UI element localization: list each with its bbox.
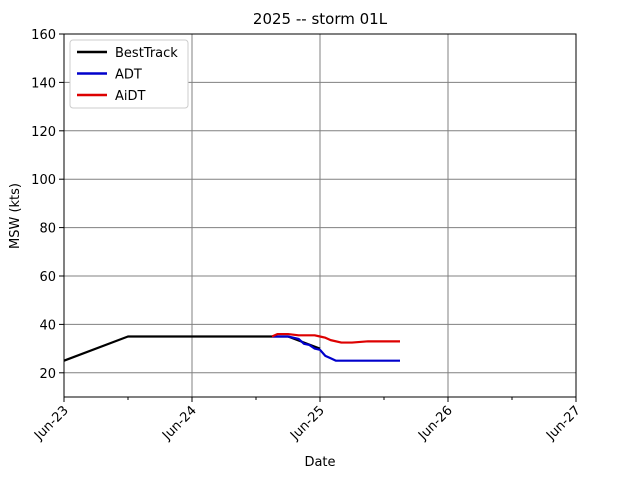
chart-title: 2025 -- storm 01L — [253, 10, 388, 28]
legend-box — [69, 39, 189, 109]
legend-label-aidt: AiDT — [115, 89, 146, 104]
y-axis-label: MSW (kts) — [8, 183, 23, 249]
y-tick-label: 100 — [31, 173, 56, 188]
legend: BestTrack ADT AiDT — [69, 39, 189, 109]
y-tick-label: 40 — [39, 318, 56, 333]
y-tick-label: 80 — [39, 222, 56, 237]
series-line-adt — [272, 335, 400, 362]
y-tick-label: 120 — [31, 125, 56, 140]
gridlines — [63, 33, 577, 397]
y-tick-label: 60 — [39, 270, 56, 285]
y-tick-label: 140 — [31, 76, 56, 91]
legend-label-besttrack: BestTrack — [115, 46, 178, 61]
series-line-aidt — [271, 332, 400, 344]
x-axis-label: Date — [304, 455, 335, 470]
y-tick-label: 160 — [31, 28, 56, 43]
y-tick-label: 20 — [39, 367, 56, 382]
legend-label-adt: ADT — [115, 68, 142, 83]
y-axis: 20 40 60 80 100 120 140 160 — [31, 28, 64, 382]
series-layer — [63, 332, 400, 362]
